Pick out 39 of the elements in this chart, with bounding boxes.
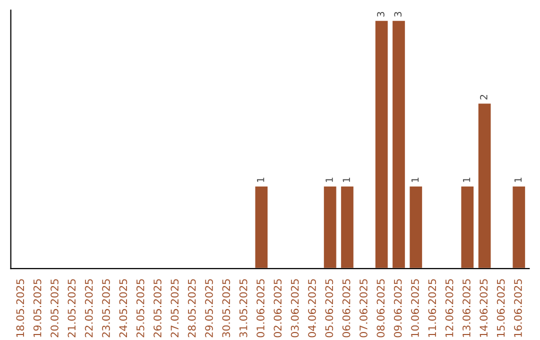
x-tick-label: 16.06.2025 bbox=[514, 279, 522, 337]
x-tick-label: 03.06.2025 bbox=[290, 279, 299, 338]
x-tick-label: 12.06.2025 bbox=[445, 279, 454, 337]
data-label: 1 bbox=[412, 178, 419, 182]
data-label: 1 bbox=[342, 178, 350, 182]
x-tick-label: 31.05.2025 bbox=[239, 279, 248, 338]
x-tick-label: 26.05.2025 bbox=[154, 279, 162, 338]
x-tick-label: 28.05.2025 bbox=[188, 279, 196, 338]
x-tick-label: 29.05.2025 bbox=[205, 279, 213, 338]
data-label: 1 bbox=[463, 178, 470, 182]
data-label: 1 bbox=[326, 178, 333, 182]
x-tick-label: 21.05.2025 bbox=[68, 279, 76, 338]
x-tick-label: 11.06.2025 bbox=[428, 279, 436, 337]
x-tick-label: 15.06.2025 bbox=[496, 279, 505, 337]
x-tick-label: 13.06.2025 bbox=[462, 279, 470, 337]
x-tick-label: 10.06.2025 bbox=[411, 279, 419, 337]
x-tick-label: 23.05.2025 bbox=[102, 279, 110, 338]
x-tick-label: 04.06.2025 bbox=[308, 279, 316, 338]
data-label: 3 bbox=[394, 12, 402, 17]
x-tick-label: 01.06.2025 bbox=[256, 279, 264, 338]
x-tick-label: 18.05.2025 bbox=[16, 279, 24, 337]
x-tick-label: 06.06.2025 bbox=[342, 279, 350, 338]
x-tick-label: 24.05.2025 bbox=[119, 279, 128, 338]
data-label: 1 bbox=[514, 178, 522, 182]
data-label: 3 bbox=[377, 12, 384, 17]
x-tick-label: 08.06.2025 bbox=[376, 279, 385, 338]
x-tick-label: 14.06.2025 bbox=[480, 279, 488, 337]
x-tick-label: 27.05.2025 bbox=[170, 279, 179, 338]
data-label: 1 bbox=[257, 178, 264, 182]
data-label: 2 bbox=[480, 94, 488, 100]
x-tick-label: 30.05.2025 bbox=[222, 279, 230, 338]
x-tick-label: 22.05.2025 bbox=[84, 279, 93, 338]
x-tick-label: 02.06.2025 bbox=[274, 279, 282, 338]
x-tick-label: 07.06.2025 bbox=[360, 279, 368, 338]
x-tick-label: 05.06.2025 bbox=[325, 279, 334, 338]
x-tick-label: 20.05.2025 bbox=[50, 279, 58, 338]
x-tick-label: 19.05.2025 bbox=[33, 279, 42, 337]
x-tick-label: 25.05.2025 bbox=[136, 279, 144, 338]
x-tick-label: 09.06.2025 bbox=[394, 279, 402, 338]
